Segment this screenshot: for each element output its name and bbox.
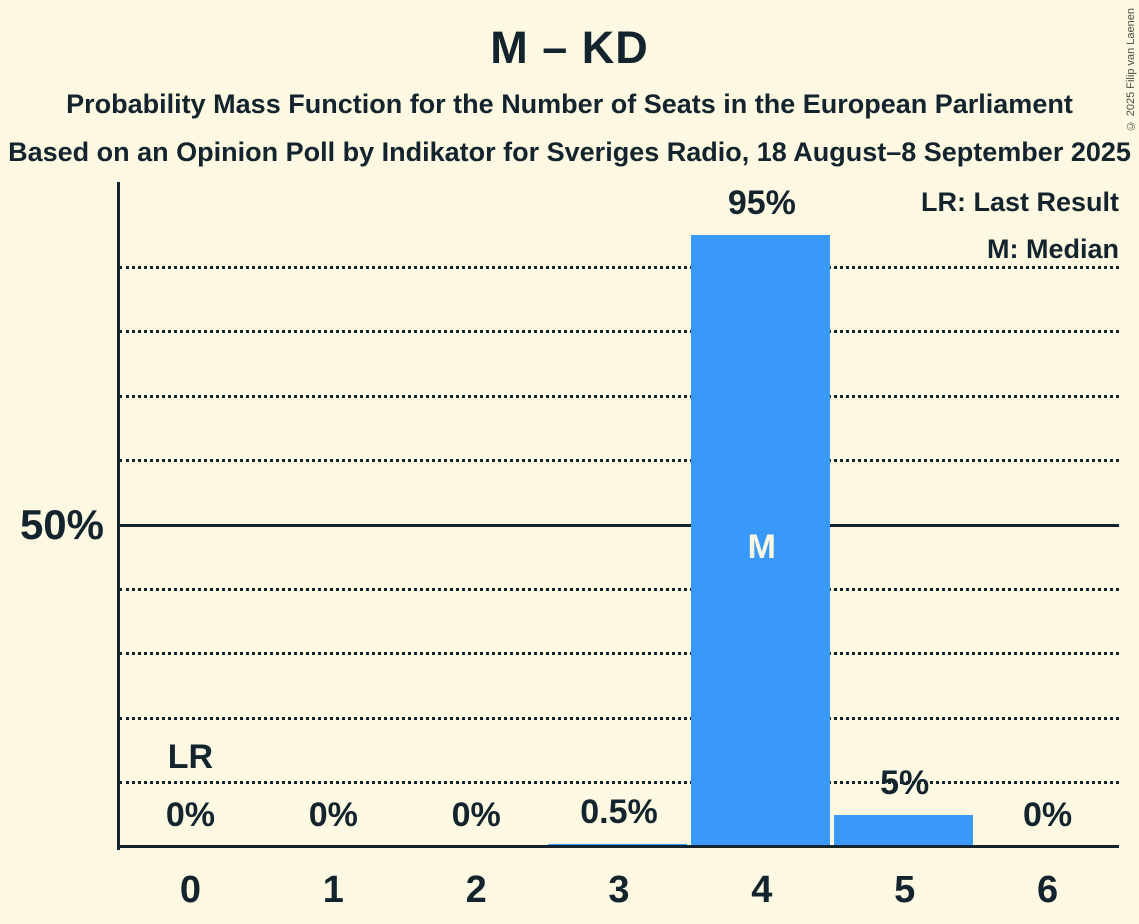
- gridline-10pct: [119, 781, 1119, 785]
- x-axis-tick-label-5: 5: [894, 869, 916, 911]
- x-axis-line: [117, 845, 1119, 848]
- last-result-marker: LR: [167, 738, 214, 776]
- x-axis-tick-label-4: 4: [751, 869, 773, 911]
- gridline-60pct: [119, 459, 1119, 463]
- y-axis-line: [117, 182, 120, 850]
- gridline-70pct: [119, 394, 1119, 398]
- legend-last-result: LR: Last Result: [920, 187, 1119, 217]
- x-axis-tick-label-0: 0: [179, 869, 201, 911]
- y-axis-tick-label: 50%: [19, 501, 104, 548]
- x-axis-tick-label-3: 3: [608, 869, 630, 911]
- bar-value-label-seat-5: 5%: [880, 763, 930, 802]
- bar-value-label-seat-4: 95%: [727, 184, 796, 223]
- median-marker: M: [747, 528, 777, 567]
- bar-value-label-seat-2: 0%: [451, 796, 501, 834]
- bar-value-label-seat-1: 0%: [308, 796, 358, 834]
- gridline-40pct: [119, 587, 1119, 591]
- gridline-80pct: [119, 330, 1119, 334]
- x-axis-tick-label-2: 2: [465, 869, 487, 911]
- bar-seat-4: [690, 235, 831, 847]
- bar-value-label-seat-6: 0%: [1022, 796, 1073, 834]
- gridline-30pct: [119, 652, 1119, 656]
- gridline-20pct: [119, 716, 1119, 720]
- gridline-50pct: [119, 523, 1119, 527]
- gridline-90pct: [119, 265, 1119, 269]
- bar-seat-5: [833, 814, 974, 847]
- chart-title: M – KD: [490, 22, 649, 73]
- chart-source-line: Based on an Opinion Poll by Indikator fo…: [8, 137, 1131, 167]
- x-axis-tick-label-6: 6: [1036, 869, 1059, 911]
- copyright-note: © 2025 Filip van Laenen: [1125, 8, 1137, 132]
- x-axis-tick-label-1: 1: [322, 869, 344, 911]
- chart-subtitle: Probability Mass Function for the Number…: [66, 89, 1073, 119]
- legend-median: M: Median: [987, 234, 1119, 264]
- bar-value-label-seat-3: 0.5%: [580, 792, 658, 831]
- bar-value-label-seat-0: 0%: [165, 796, 215, 834]
